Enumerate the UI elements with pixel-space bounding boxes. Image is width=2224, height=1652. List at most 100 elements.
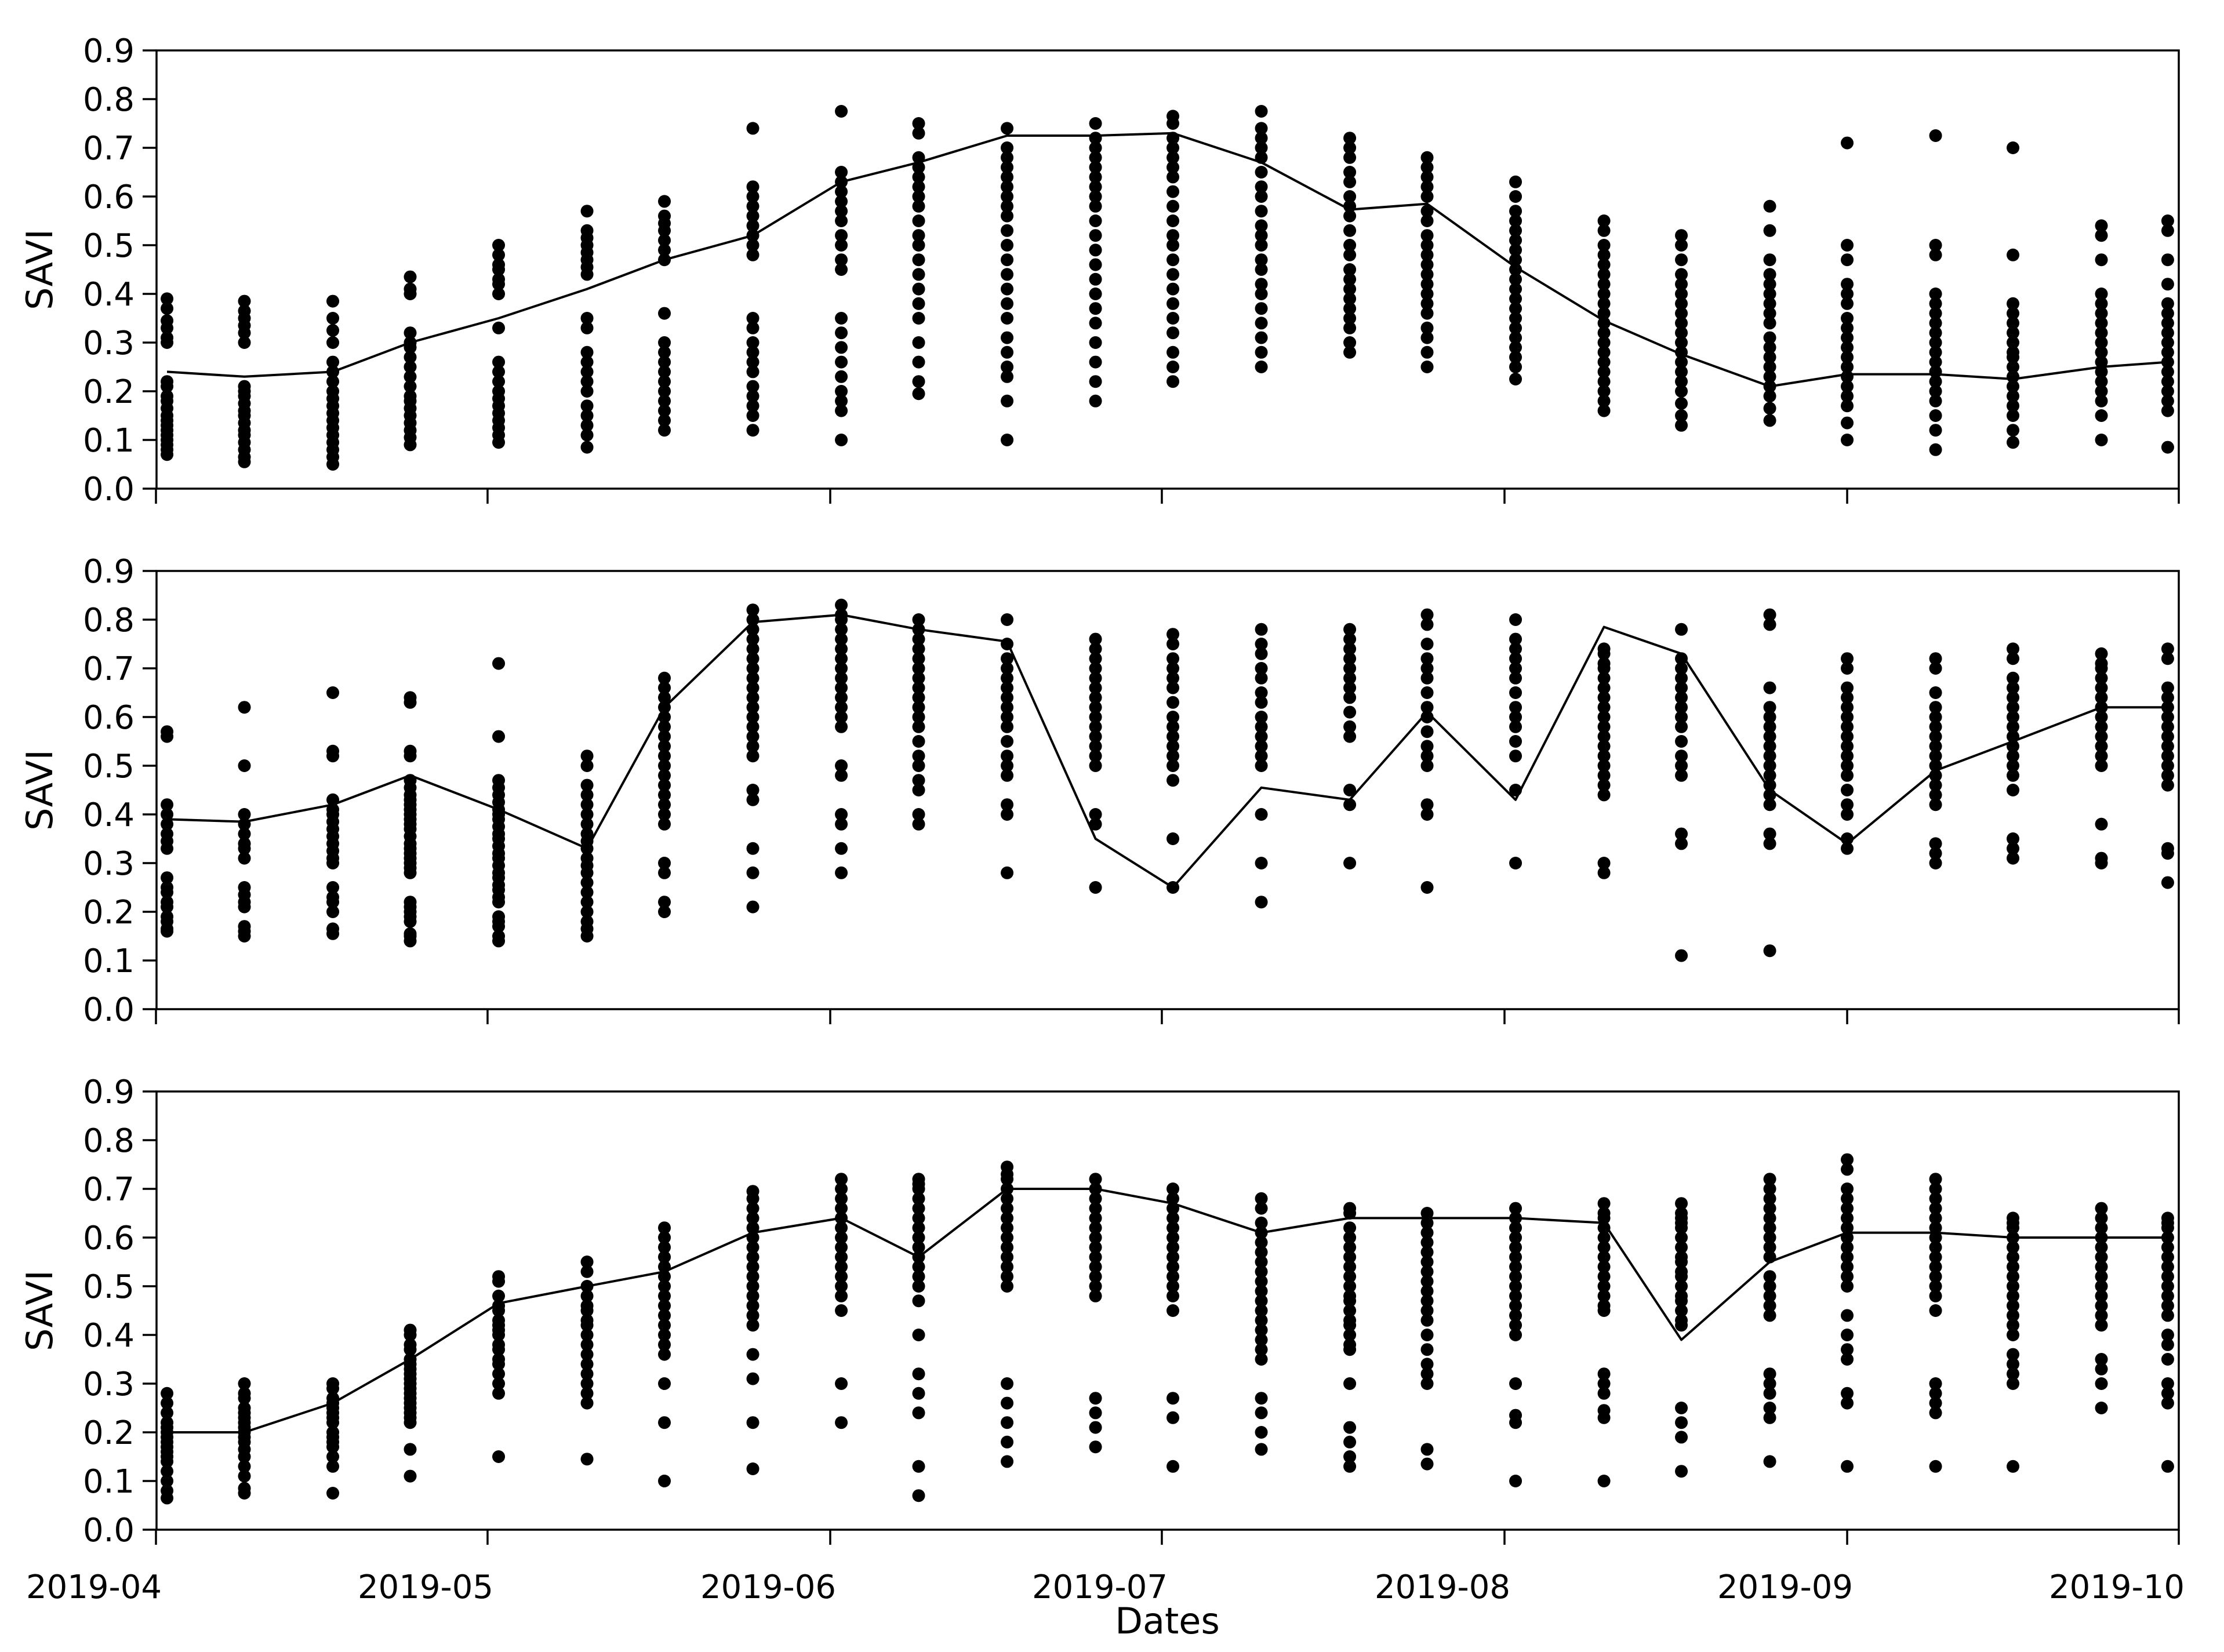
- scatter-point: [1420, 331, 1434, 344]
- scatter-point: [1089, 375, 1102, 388]
- scatter-point: [1929, 1377, 1942, 1390]
- scatter-point: [1343, 662, 1357, 675]
- scatter-point: [1343, 239, 1357, 252]
- scatter-point: [1929, 1240, 1942, 1254]
- scatter-point: [746, 355, 759, 369]
- scatter-point: [580, 1265, 594, 1278]
- scatter-point: [580, 345, 594, 359]
- scatter-point: [1343, 224, 1357, 237]
- scatter-point: [580, 1396, 594, 1410]
- scatter-point: [1509, 224, 1522, 237]
- scatter-point: [580, 1289, 594, 1302]
- scatter-point: [1841, 842, 1854, 855]
- scatter-point: [1255, 1246, 1268, 1259]
- scatter-point: [1420, 1443, 1434, 1456]
- scatter-point: [2007, 351, 2020, 364]
- scatter-point: [238, 842, 251, 855]
- scatter-point: [1089, 711, 1102, 723]
- scatter-point: [912, 355, 925, 369]
- scatter-point: [2161, 1250, 2174, 1264]
- scatter-point: [1509, 243, 1522, 257]
- scatter-point: [746, 866, 759, 879]
- scatter-point: [492, 934, 506, 948]
- scatter-point: [1255, 180, 1268, 194]
- scatter-point: [1089, 302, 1102, 315]
- scatter-point: [2095, 409, 2108, 422]
- scatter-point: [835, 326, 848, 340]
- scatter-point: [1255, 1392, 1268, 1405]
- scatter-point: [326, 1382, 340, 1395]
- scatter-point: [1166, 711, 1180, 723]
- scatter-point: [1089, 336, 1102, 349]
- scatter-point: [1841, 798, 1854, 812]
- scatter-point: [1675, 336, 1688, 349]
- scatter-point: [1597, 239, 1611, 252]
- scatter-point: [580, 778, 594, 792]
- scatter-point: [746, 248, 759, 261]
- scatter-point: [1597, 1289, 1611, 1302]
- scatter-point: [1166, 282, 1180, 296]
- scatter-point: [835, 166, 848, 179]
- scatter-point: [2161, 297, 2174, 310]
- scatter-point: [1929, 701, 1942, 714]
- scatter-point: [658, 414, 671, 427]
- scatter-point: [326, 881, 340, 894]
- scatter-point: [1089, 759, 1102, 772]
- scatter-point: [912, 774, 925, 787]
- scatter-point: [1675, 307, 1688, 320]
- scatter-point: [1929, 443, 1942, 456]
- scatter-point: [2007, 436, 2020, 449]
- scatter-point: [1763, 224, 1776, 237]
- scatter-point: [1597, 307, 1611, 320]
- scatter-point: [161, 817, 174, 831]
- scatter-point: [746, 1211, 759, 1225]
- scatter-point: [1166, 1182, 1180, 1195]
- scatter-point: [1929, 288, 1942, 300]
- scatter-point: [1343, 1207, 1357, 1220]
- scatter-point: [1089, 652, 1102, 665]
- scatter-point: [2007, 701, 2020, 714]
- scatter-point: [835, 681, 848, 694]
- scatter-point: [2095, 326, 2108, 340]
- scatter-point: [1001, 1280, 1014, 1293]
- scatter-point: [1763, 730, 1776, 743]
- scatter-point: [580, 355, 594, 369]
- scatter-point: [404, 1343, 417, 1356]
- scatter-point: [580, 1304, 594, 1317]
- scatter-point: [1166, 1289, 1180, 1302]
- y-tick-label: 0.4: [83, 1317, 135, 1355]
- scatter-point: [1509, 312, 1522, 325]
- scatter-point: [1597, 1280, 1611, 1293]
- scatter-point: [1343, 730, 1357, 743]
- scatter-point: [1089, 808, 1102, 821]
- scatter-point: [1166, 239, 1180, 252]
- axes-spines-middle: [155, 570, 2180, 1010]
- scatter-point: [658, 385, 671, 398]
- scatter-point: [912, 126, 925, 140]
- scatter-point: [1166, 170, 1180, 184]
- scatter-point: [746, 365, 759, 379]
- scatter-point: [1841, 1240, 1854, 1254]
- scatter-point: [1001, 239, 1014, 252]
- scatter-point: [912, 282, 925, 296]
- scatter-point: [912, 1192, 925, 1205]
- scatter-point: [1089, 740, 1102, 753]
- scatter-point: [2095, 749, 2108, 763]
- scatter-point: [2007, 1358, 2020, 1371]
- scatter-point: [1255, 1353, 1268, 1366]
- scatter-point: [1343, 1231, 1357, 1244]
- scatter-point: [1929, 1387, 1942, 1400]
- scatter-point: [580, 1377, 594, 1390]
- scatter-point: [746, 749, 759, 763]
- scatter-point: [2161, 1240, 2174, 1254]
- scatter-point: [2095, 336, 2108, 349]
- scatter-point: [1420, 190, 1434, 203]
- scatter-point: [835, 195, 848, 208]
- scatter-point: [658, 234, 671, 247]
- scatter-point: [1763, 681, 1776, 694]
- scatter-point: [2095, 375, 2108, 388]
- scatter-point: [835, 205, 848, 218]
- scatter-point: [1343, 1421, 1357, 1434]
- scatter-point: [1001, 1377, 1014, 1390]
- scatter-point: [1763, 1455, 1776, 1468]
